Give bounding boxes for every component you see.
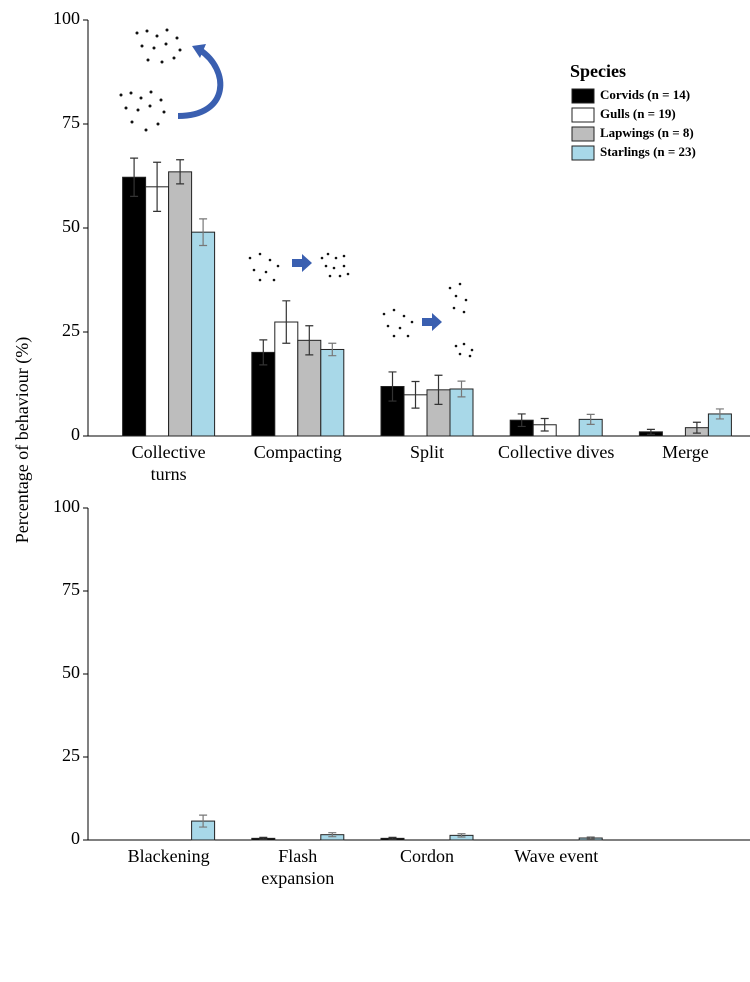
y-tick-label: 0 (71, 828, 80, 848)
legend-label: Starlings (n = 23) (600, 144, 696, 159)
y-tick-label: 75 (62, 579, 80, 599)
x-tick-label: Compacting (254, 442, 342, 462)
bar (146, 187, 169, 436)
x-tick-label: Merge (662, 442, 709, 462)
legend-title: Species (570, 61, 626, 81)
y-tick-label: 0 (71, 424, 80, 444)
legend-swatch (572, 146, 594, 160)
y-tick-label: 25 (62, 320, 80, 340)
legend-swatch (572, 127, 594, 141)
x-tick-label: Cordon (400, 846, 454, 866)
x-tick-label: Split (410, 442, 444, 462)
y-tick-label: 50 (62, 216, 80, 236)
y-tick-label: 25 (62, 745, 80, 765)
chart: Percentage of behaviour (%) Species 0 25 5… (0, 0, 750, 982)
y-tick-label: 100 (53, 8, 80, 28)
bar (169, 172, 192, 436)
x-tick-label: Collective dives (498, 442, 614, 462)
bar (123, 177, 146, 436)
legend-swatch (572, 108, 594, 122)
legend-swatch (572, 89, 594, 103)
x-tick-label: Blackening (128, 846, 210, 866)
bar (321, 349, 344, 436)
x-tick-label: Wave event (514, 846, 598, 866)
page: Percentage of behaviour (%) Species 0 25 5… (0, 0, 750, 982)
legend-label: Lapwings (n = 8) (600, 125, 694, 140)
bar (192, 232, 215, 436)
y-axis-label: Percentage of behaviour (%) (12, 337, 33, 543)
y-tick-label: 75 (62, 112, 80, 132)
y-tick-label: 100 (53, 496, 80, 516)
y-tick-label: 50 (62, 662, 80, 682)
legend-label: Gulls (n = 19) (600, 106, 676, 121)
legend-label: Corvids (n = 14) (600, 87, 690, 102)
